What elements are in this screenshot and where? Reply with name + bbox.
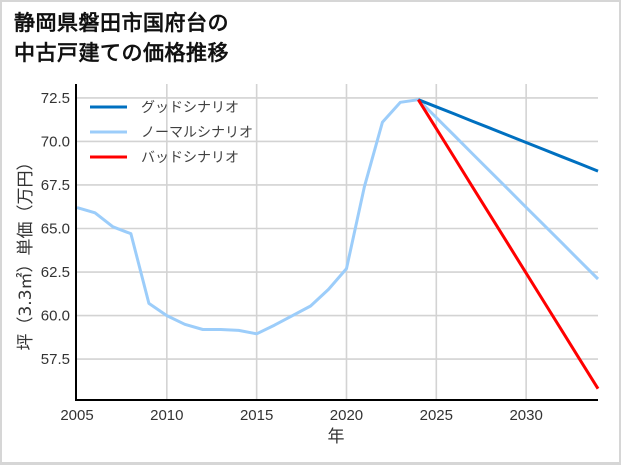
y-tick-label: 70.0 bbox=[41, 133, 70, 150]
legend-label: バッドシナリオ bbox=[141, 150, 239, 166]
x-tick-label: 2015 bbox=[240, 407, 273, 424]
y-tick-labels: 57.5 60.0 62.5 65.0 67.5 70.0 72.5 bbox=[41, 90, 70, 368]
x-tick-label: 2020 bbox=[330, 407, 363, 424]
gridlines bbox=[77, 84, 598, 400]
x-tick-label: 2010 bbox=[150, 407, 183, 424]
legend-item: グッドシナリオ bbox=[90, 100, 239, 116]
series-line bbox=[417, 98, 599, 173]
series-line bbox=[76, 98, 600, 336]
legend-label: グッドシナリオ bbox=[141, 100, 239, 116]
y-tick-label: 57.5 bbox=[41, 351, 70, 368]
legend-item: バッドシナリオ bbox=[90, 150, 239, 166]
y-axis-label: 坪（3.3㎡）単価（万円） bbox=[16, 153, 36, 350]
x-tick-labels: 2005 2010 2015 2020 2025 2030 bbox=[60, 407, 543, 424]
y-tick-label: 72.5 bbox=[41, 90, 70, 107]
axes bbox=[75, 84, 598, 401]
legend-label: ノーマルシナリオ bbox=[141, 125, 253, 141]
chart-title-line-2: 中古戸建ての価格推移 bbox=[14, 41, 229, 65]
data-series bbox=[76, 98, 600, 390]
y-tick-label: 67.5 bbox=[41, 177, 70, 194]
chart-title: 静岡県磐田市国府台の 中古戸建ての価格推移 bbox=[14, 8, 229, 68]
series-line bbox=[417, 98, 600, 390]
chart-title-line-1: 静岡県磐田市国府台の bbox=[14, 11, 229, 35]
y-tick-label: 60.0 bbox=[41, 308, 70, 325]
x-tick-label: 2030 bbox=[509, 407, 542, 424]
y-tick-label: 62.5 bbox=[41, 264, 70, 281]
legend-item: ノーマルシナリオ bbox=[90, 125, 253, 141]
x-axis-label: 年 bbox=[328, 427, 345, 447]
x-tick-label: 2005 bbox=[60, 407, 93, 424]
x-tick-label: 2025 bbox=[420, 407, 453, 424]
y-tick-label: 65.0 bbox=[41, 221, 70, 238]
